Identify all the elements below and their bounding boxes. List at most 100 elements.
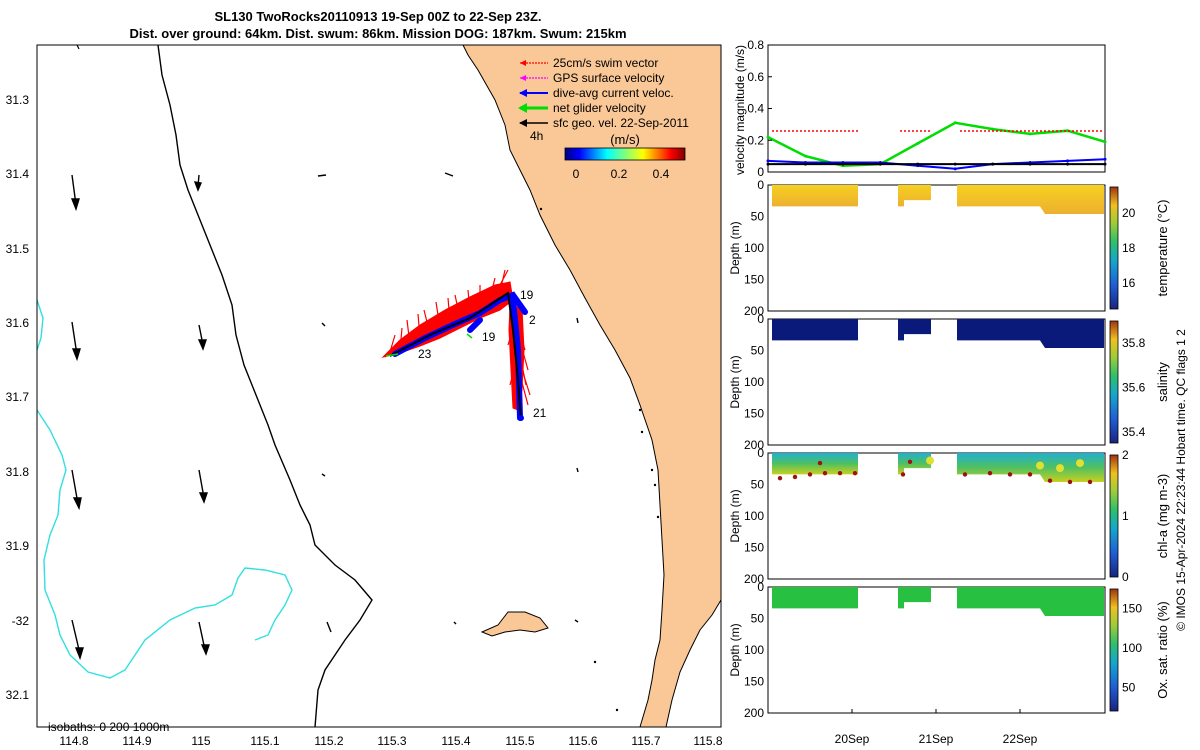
chl-high-point — [807, 472, 813, 477]
map-panel: 4h 19 2 19 23 21 25cm/s swim vector GPS … — [6, 44, 723, 748]
depth-colorbar — [1109, 320, 1119, 444]
depth-data-band — [898, 319, 931, 341]
depth-y-tick: 200 — [744, 304, 764, 318]
map-island — [480, 611, 549, 637]
chl-high-point — [822, 470, 828, 476]
velocity-series-point — [803, 162, 807, 166]
net-glider-highlight — [385, 333, 473, 357]
depth-data-band — [772, 587, 858, 609]
depth-data-band — [772, 453, 858, 475]
map-y-axis: 31.3 31.4 31.5 31.6 31.7 31.8 31.9 -32 3… — [6, 93, 30, 702]
depth-data-band — [957, 319, 1104, 348]
map-x-tick: 115.7 — [631, 734, 660, 748]
velocity-series-line — [767, 158, 1106, 170]
velocity-series-point — [1066, 159, 1070, 163]
depth-panel-ylabel: Depth (m) — [728, 221, 742, 274]
velocity-series-point — [1066, 162, 1070, 166]
velocity-y-axis: 0 0.2 0.4 0.6 0.8 — [747, 38, 772, 179]
chl-high-point — [1007, 472, 1013, 477]
chl-high-point — [837, 470, 843, 476]
velocity-series-point — [1028, 132, 1032, 136]
depth-panel-ylabel: Depth (m) — [728, 489, 742, 542]
velocity-series-point — [953, 162, 957, 166]
map-y-tick: -32 — [12, 614, 30, 628]
time-tick: 21Sep — [919, 732, 954, 746]
chl-high-point — [1087, 479, 1093, 485]
velocity-series-point — [1028, 162, 1032, 166]
colorbar-tick: 0 — [1122, 570, 1129, 584]
depth-y-tick: 150 — [744, 675, 764, 689]
map-legend: 25cm/s swim vector GPS surface velocity … — [518, 56, 689, 181]
track-end — [518, 415, 524, 421]
velocity-y-tick: 0 — [757, 165, 764, 179]
velocity-series-point — [1103, 162, 1107, 166]
map-y-tick: 31.5 — [6, 242, 30, 256]
isobath-1000 — [36, 299, 44, 351]
legend-item-net: net glider velocity — [518, 101, 646, 115]
velocity-y-tick: 0.4 — [747, 102, 764, 116]
legend-item-swim: 25cm/s swim vector — [520, 56, 658, 70]
depth-y-tick: 0 — [757, 580, 764, 594]
colorbar-tick: 20 — [1122, 206, 1136, 220]
depth-data-band — [898, 453, 931, 475]
chl-high-point — [777, 476, 783, 481]
depth-y-tick: 200 — [744, 706, 764, 720]
map-colorbar-tick-2: 0.4 — [653, 167, 670, 181]
map-x-tick: 115.3 — [377, 734, 406, 748]
depth-panel-ylabel: Depth (m) — [728, 623, 742, 676]
colorbar-tick: 16 — [1122, 276, 1136, 290]
velocity-series-point — [953, 167, 957, 171]
day-label-4h: 4h — [530, 129, 543, 143]
map-y-tick: 32.1 — [6, 688, 30, 702]
chl-high-point — [817, 460, 823, 466]
map-x-tick: 115.5 — [505, 734, 534, 748]
depth-data-band — [772, 319, 858, 341]
depth-panel-oxy: 0 50 100 150 200 Depth (m) 50 100 150 Ox. sat. ra… — [728, 580, 1170, 720]
colorbar-tick: 2 — [1122, 448, 1129, 462]
colorbar-tick: 35.4 — [1122, 425, 1146, 439]
depth-y-tick: 50 — [751, 612, 765, 626]
legend-item-gps: GPS surface velocity — [520, 71, 664, 85]
velocity-series-line — [767, 121, 1106, 167]
depth-y-tick: 0 — [757, 178, 764, 192]
depth-y-tick: 50 — [751, 210, 765, 224]
map-colorbar-tick-1: 0.2 — [611, 167, 628, 181]
colorbar-label: salinity — [1155, 362, 1170, 402]
isobath-200 — [157, 44, 373, 728]
isobath-200-nw — [76, 44, 80, 50]
chl-high-point — [792, 474, 798, 480]
velocity-series-point — [766, 159, 770, 163]
map-x-tick: 115 — [191, 734, 210, 748]
velocity-series-point — [916, 141, 920, 145]
depth-data-band — [898, 587, 931, 609]
glider-track — [381, 269, 531, 421]
depth-panel-ylabel: Depth (m) — [728, 355, 742, 408]
chl-high-point — [1027, 472, 1033, 477]
title-line-1: SL130 TwoRocks20110913 19-Sep 00Z to 22-… — [214, 9, 541, 24]
depth-y-tick: 100 — [744, 643, 764, 657]
velocity-series-point — [766, 135, 770, 139]
map-y-tick: 31.7 — [6, 390, 30, 404]
velocity-ylabel: velocity magnitude (m/s) — [733, 45, 747, 175]
velocity-series-point — [991, 127, 995, 131]
depth-y-tick: 200 — [744, 572, 764, 586]
velocity-frame — [767, 44, 1106, 173]
chl-high-point — [1067, 479, 1073, 485]
isobath-1000-s — [36, 409, 293, 679]
depth-colorbar — [1109, 454, 1119, 578]
net-glider-track — [389, 291, 522, 421]
velocity-y-tick: 0.6 — [747, 70, 764, 84]
velocity-series-point — [766, 162, 770, 166]
map-x-tick: 115.4 — [441, 734, 470, 748]
depth-y-tick: 100 — [744, 375, 764, 389]
map-y-tick: 31.8 — [6, 465, 30, 479]
velocity-series-point — [916, 162, 920, 166]
map-x-tick: 115.2 — [314, 734, 343, 748]
title-line-2: Dist. over ground: 64km. Dist. swum: 86k… — [129, 26, 626, 41]
chl-high-point — [907, 459, 913, 465]
footer-credit: © IMOS 15-Apr-2024 22:23:44 Hobart time.… — [1174, 329, 1188, 631]
day-label-23: 23 — [418, 347, 432, 361]
chl-mid-point — [1076, 459, 1084, 468]
